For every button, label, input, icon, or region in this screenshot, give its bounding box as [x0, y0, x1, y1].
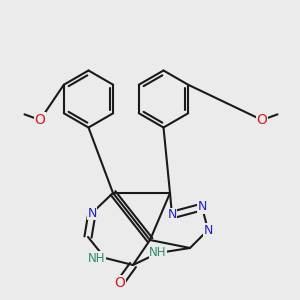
Text: O: O [115, 276, 125, 290]
Text: N: N [197, 200, 207, 214]
Text: NH: NH [149, 247, 167, 260]
Text: O: O [256, 113, 267, 127]
Text: O: O [34, 113, 45, 127]
Text: N: N [203, 224, 213, 236]
Text: N: N [87, 206, 97, 220]
Text: N: N [167, 208, 177, 221]
Text: NH: NH [88, 251, 105, 265]
